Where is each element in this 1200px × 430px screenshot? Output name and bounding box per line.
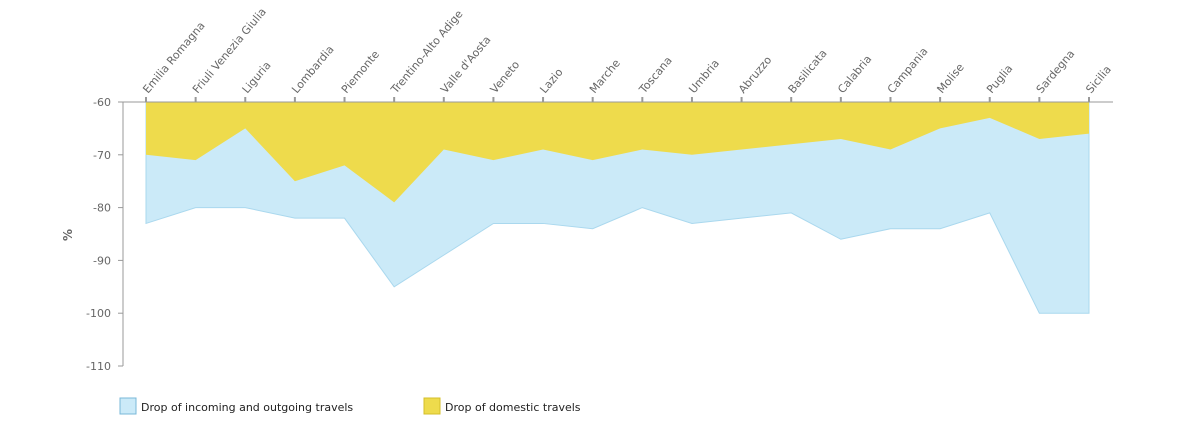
y-tick-label: -100 — [86, 307, 111, 320]
legend-swatch — [119, 397, 137, 415]
x-tick-label: Umbria — [686, 57, 722, 96]
x-tick-label: Puglia — [984, 62, 1015, 96]
x-tick-label: Lombardia — [289, 43, 336, 96]
x-tick-label: Campania — [885, 45, 931, 96]
legend-swatch — [423, 397, 441, 415]
x-tick-label: Molise — [934, 61, 966, 96]
x-tick-label: Abruzzo — [736, 53, 775, 95]
x-tick-label: Sardegna — [1034, 47, 1078, 96]
x-tick-label: Veneto — [488, 58, 523, 96]
x-tick-label: Sicilia — [1083, 63, 1114, 96]
x-tick-label: Marche — [587, 57, 623, 96]
x-tick-label: Liguria — [240, 59, 274, 96]
y-tick-label: -60 — [93, 96, 111, 109]
y-axis-label: % — [61, 229, 75, 241]
x-tick-label: Basilicata — [786, 47, 830, 96]
legend-label: Drop of incoming and outgoing travels — [141, 401, 353, 414]
x-tick-label: Calabria — [835, 53, 874, 96]
y-tick-label: -90 — [93, 254, 111, 267]
y-tick-label: -110 — [86, 360, 111, 373]
area — [146, 102, 1089, 203]
x-tick-label: Piemonte — [339, 48, 382, 96]
y-tick-label: -70 — [93, 149, 111, 162]
x-tick-label: Lazio — [537, 66, 565, 96]
x-tick-label: Valle d'Aosta — [438, 33, 493, 95]
legend-label: Drop of domestic travels — [445, 401, 581, 414]
x-tick-label: Toscana — [636, 54, 675, 97]
y-tick-label: -80 — [93, 202, 111, 215]
